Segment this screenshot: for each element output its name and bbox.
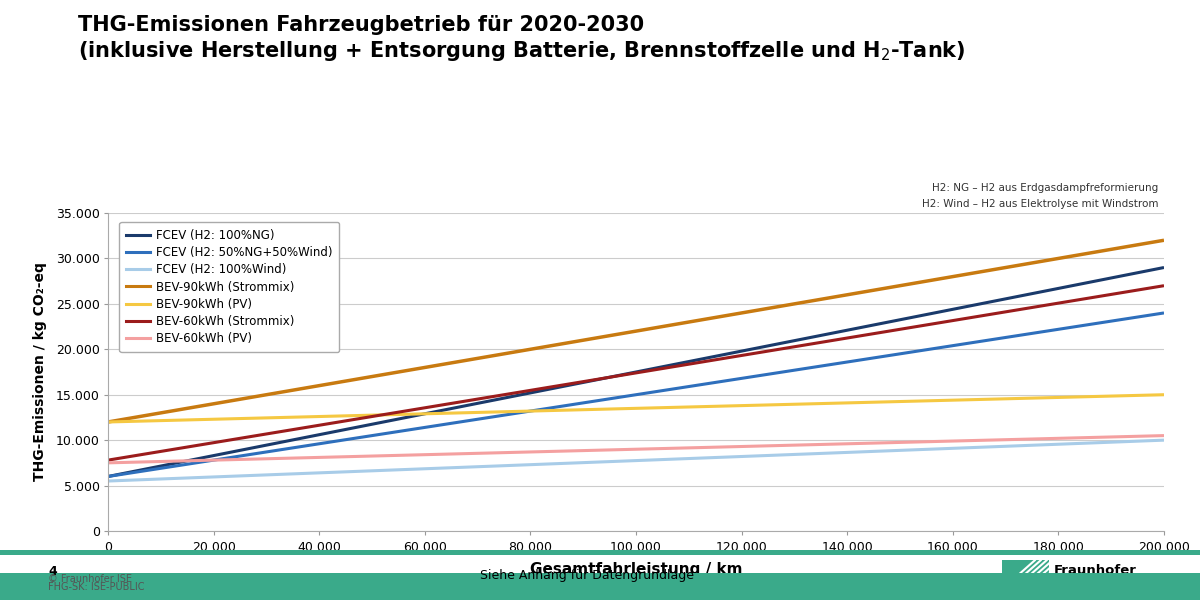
Text: Siehe Anhang für Datengrundlage: Siehe Anhang für Datengrundlage: [480, 569, 694, 582]
Bar: [1002, 560, 1049, 589]
Text: Fraunhofer: Fraunhofer: [1054, 564, 1136, 577]
X-axis label: Gesamtfahrleistung / km: Gesamtfahrleistung / km: [529, 562, 743, 577]
Text: H2: Wind – H2 aus Elektrolyse mit Windstrom: H2: Wind – H2 aus Elektrolyse mit Windst…: [922, 199, 1158, 209]
Legend: FCEV (H2: 100%NG), FCEV (H2: 50%NG+50%Wind), FCEV (H2: 100%Wind), BEV-90kWh (Str: FCEV (H2: 100%NG), FCEV (H2: 50%NG+50%Wi…: [119, 222, 340, 352]
Y-axis label: THG-Emissionen / kg CO₂-eq: THG-Emissionen / kg CO₂-eq: [34, 263, 48, 481]
Text: H2: NG – H2 aus Erdgasdampfreformierung: H2: NG – H2 aus Erdgasdampfreformierung: [931, 183, 1158, 193]
Text: © Fraunhofer ISE: © Fraunhofer ISE: [48, 574, 132, 584]
Text: FHG-SK: ISE-PUBLIC: FHG-SK: ISE-PUBLIC: [48, 582, 144, 592]
Text: (inklusive Herstellung + Entsorgung Batterie, Brennstoffzelle und H$_2$-Tank): (inklusive Herstellung + Entsorgung Batt…: [78, 39, 966, 63]
Text: ISE: ISE: [1054, 583, 1074, 596]
Bar: [1002, 560, 1049, 589]
Text: 4: 4: [48, 565, 56, 578]
Text: THG-Emissionen Fahrzeugbetrieb für 2020-2030: THG-Emissionen Fahrzeugbetrieb für 2020-…: [78, 15, 644, 35]
